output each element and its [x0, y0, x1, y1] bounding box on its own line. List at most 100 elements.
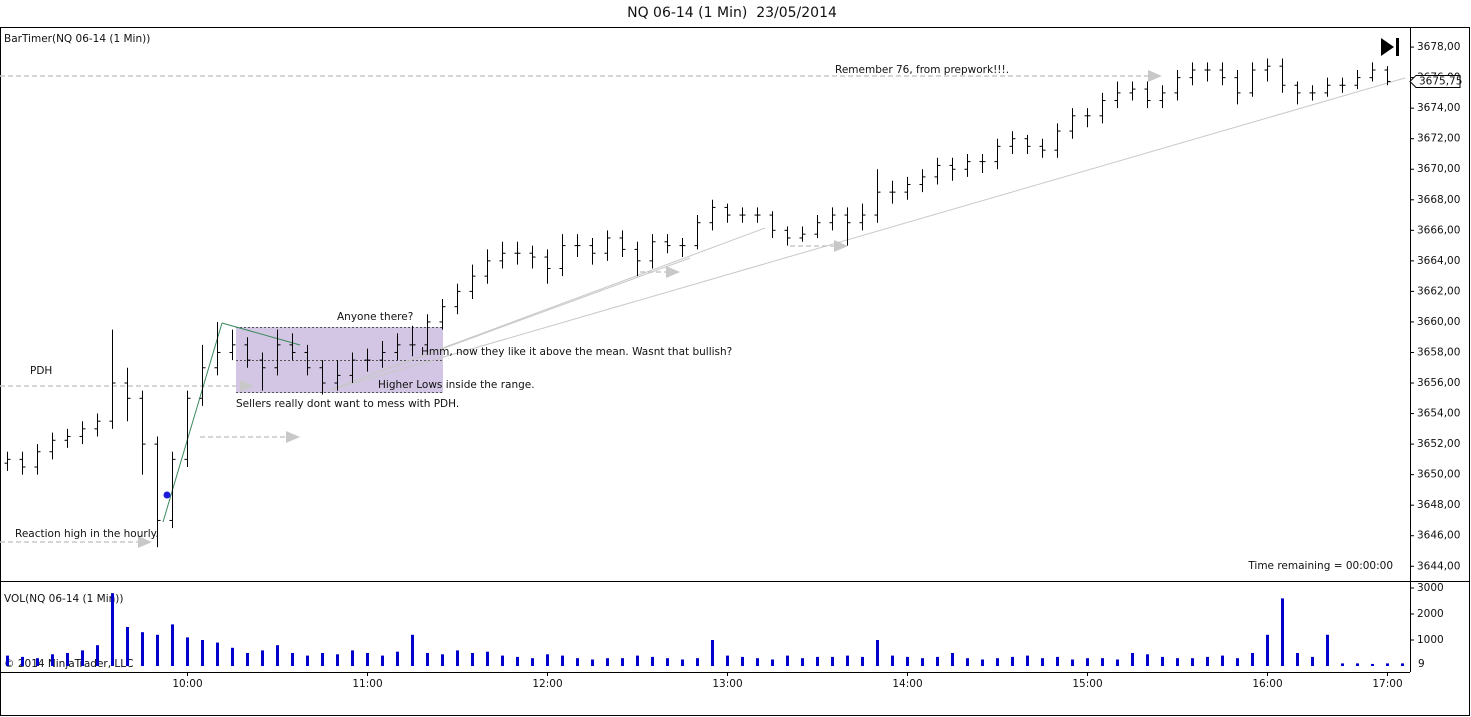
x-tick-label: 13:00	[712, 678, 742, 690]
volume-bar	[126, 626, 129, 666]
volume-bar	[561, 655, 564, 666]
volume-bar	[1116, 659, 1119, 666]
volume-bar	[1131, 652, 1134, 666]
volume-bar	[501, 655, 504, 666]
annotation: Reaction high in the hourly.	[15, 528, 159, 540]
volume-bar	[336, 654, 339, 666]
volume-bar	[1071, 659, 1074, 666]
annotation: PDH	[30, 365, 52, 377]
y-tick-label: 3646,00	[1417, 530, 1460, 542]
volume-bar	[36, 658, 39, 666]
volume-bar	[456, 650, 459, 666]
annotation: Sellers really dont want to mess with PD…	[236, 398, 459, 410]
volume-bar	[1281, 598, 1284, 666]
volume-bar	[21, 656, 24, 666]
volume-bar	[1236, 658, 1239, 666]
volume-bar	[621, 658, 624, 666]
volume-bar	[276, 645, 279, 666]
volume-bar	[96, 645, 99, 666]
volume-bar	[486, 651, 489, 666]
annotation: Hmm, now they like it above the mean. Wa…	[421, 346, 732, 358]
volume-bar	[771, 659, 774, 666]
volume-bar	[351, 650, 354, 666]
volume-bar	[171, 624, 174, 666]
volume-bar	[591, 659, 594, 666]
volume-bar	[1161, 656, 1164, 666]
volume-bar	[1356, 663, 1359, 666]
y-tick-label: 3658,00	[1417, 346, 1460, 358]
x-tick-label: 11:00	[352, 678, 382, 690]
y-tick-label: 3662,00	[1417, 285, 1460, 297]
volume-bar	[186, 637, 189, 666]
volume-bar	[381, 655, 384, 666]
y-tick-label: 3644,00	[1417, 560, 1460, 572]
x-tick-label: 17:00	[1372, 678, 1402, 690]
volume-bar	[801, 658, 804, 666]
volume-bar	[1206, 656, 1209, 666]
y-tick-label: 3668,00	[1417, 194, 1460, 206]
volume-bar	[981, 659, 984, 666]
last-price-label: 3675,75	[1419, 75, 1462, 87]
volume-bar	[396, 651, 399, 666]
y-tick-label: 3650,00	[1417, 469, 1460, 481]
volume-bar	[1221, 655, 1224, 666]
y-tick-label: 3660,00	[1417, 316, 1460, 328]
volume-bar	[1326, 634, 1329, 666]
volume-bar	[651, 656, 654, 666]
marker-dot	[163, 491, 171, 499]
volume-bar	[1371, 663, 1374, 666]
volume-bar	[846, 655, 849, 666]
volume-bar	[426, 652, 429, 666]
volume-bar	[1146, 654, 1149, 666]
volume-bar	[1386, 663, 1389, 666]
volume-bar	[876, 639, 879, 666]
volume-bar	[1101, 658, 1104, 666]
volume-bar	[726, 655, 729, 666]
volume-bar	[921, 658, 924, 666]
arrow-heads	[138, 70, 1162, 548]
volume-bar	[1011, 656, 1014, 666]
chart-title: NQ 06-14 (1 Min) 23/05/2014	[627, 5, 837, 21]
trend-lines	[329, 77, 1406, 391]
volume-bar	[1251, 652, 1254, 666]
volume-bar	[741, 656, 744, 666]
volume-bar	[906, 656, 909, 666]
annotation: Time remaining = 00:00:00	[1247, 560, 1393, 572]
volume-bar	[576, 658, 579, 666]
volume-bar	[1266, 634, 1269, 666]
volume-bar	[441, 654, 444, 666]
volume-bar	[261, 650, 264, 666]
volume-bar	[1296, 652, 1299, 666]
annotation: Anyone there?	[337, 311, 413, 323]
volume-bar	[81, 650, 84, 666]
y-tick-label: 3664,00	[1417, 255, 1460, 267]
volume-bar	[936, 656, 939, 666]
volume-bar	[1026, 655, 1029, 666]
volume-bar	[636, 655, 639, 666]
volume-bar	[216, 642, 219, 666]
volume-bar	[861, 656, 864, 666]
volume-bar	[156, 634, 159, 666]
volume-bar	[231, 647, 234, 666]
volume-bar	[1311, 656, 1314, 666]
volume-bar	[51, 654, 54, 666]
annotation: Remember 76, from prepwork!!!.	[835, 64, 1009, 76]
y-tick-label: 3654,00	[1417, 408, 1460, 420]
play-icon	[1381, 38, 1394, 56]
volume-bar	[711, 639, 714, 666]
y-tick-label: 3670,00	[1417, 163, 1460, 175]
x-tick-label: 16:00	[1252, 678, 1282, 690]
volume-bar	[756, 658, 759, 666]
x-tick-label: 10:00	[172, 678, 202, 690]
volume-bar	[1191, 658, 1194, 666]
volume-bar	[471, 652, 474, 666]
y-tick-label: 1000	[1417, 634, 1444, 646]
volume-bar	[951, 652, 954, 666]
volume-bar	[1401, 663, 1404, 666]
indicator-label: VOL(NQ 06-14 (1 Min))	[4, 593, 123, 605]
volume-bar	[666, 658, 669, 666]
volume-bar	[681, 659, 684, 666]
y-tick-label: 3678,00	[1417, 41, 1460, 53]
volume-bar	[411, 634, 414, 666]
volume-bar	[246, 652, 249, 666]
